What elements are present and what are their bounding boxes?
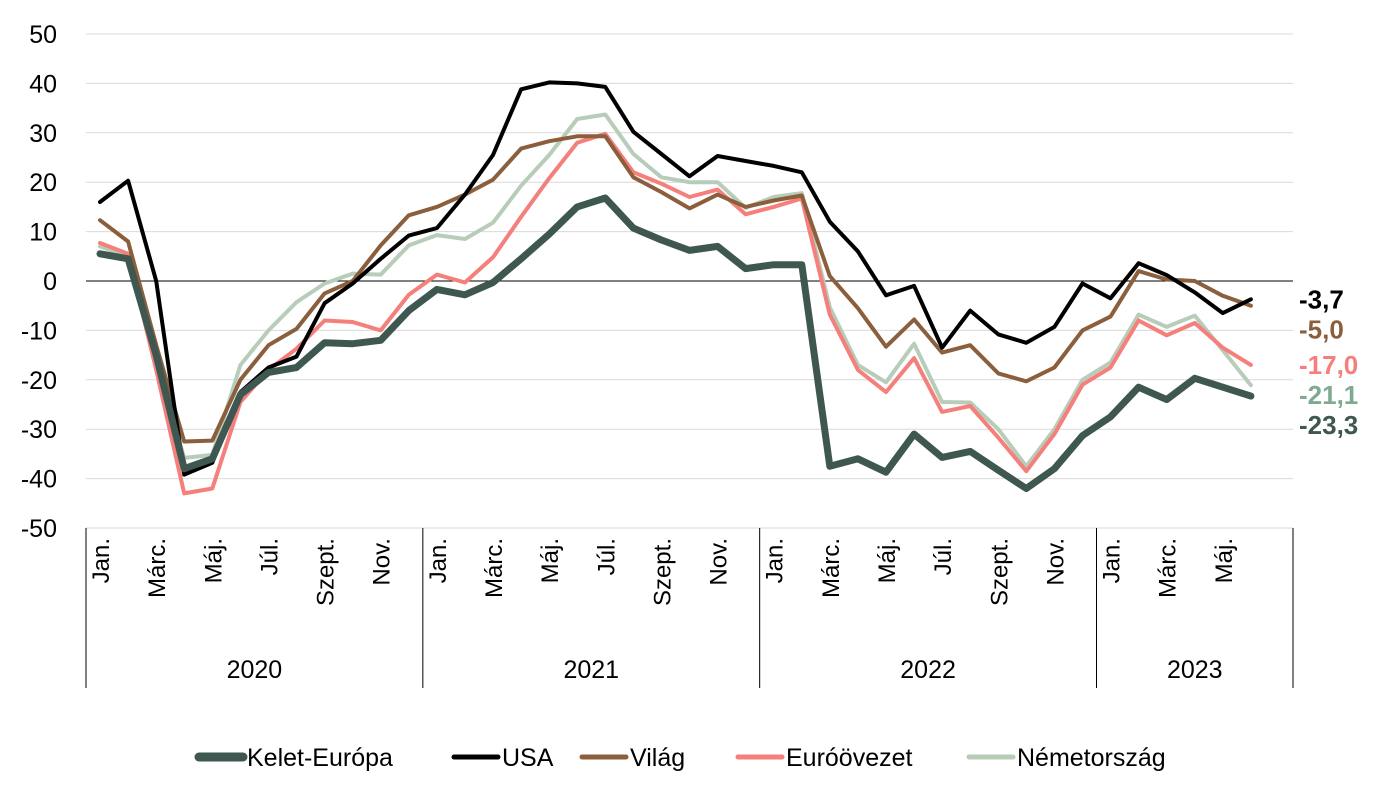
y-tick-label: 20 — [29, 169, 57, 197]
y-tick-label: 50 — [29, 21, 57, 49]
x-tick-label: Júl. — [593, 538, 620, 575]
legend-item: Németország — [966, 744, 1166, 772]
series-line-kelet-eur-pa — [96, 194, 1255, 492]
y-tick-label: 40 — [29, 70, 57, 98]
x-tick-label: Márc. — [481, 538, 508, 598]
legend: Kelet-Európa USA Világ Euróövezet Németorszá… — [194, 744, 1166, 772]
y-tick-label: 10 — [29, 219, 57, 247]
gridlines — [86, 33, 1293, 529]
x-tick-label: Jan. — [425, 538, 452, 583]
x-tick-label: Jan. — [88, 538, 115, 583]
x-tick-label: Júl. — [256, 538, 283, 575]
x-tick-label: Márc. — [818, 538, 845, 598]
y-tick-label: -30 — [21, 416, 57, 444]
end-label: -17,0 — [1299, 350, 1358, 380]
legend-label: Kelet-Európa — [247, 744, 393, 772]
x-tick-label: Szept. — [313, 538, 340, 606]
y-tick-label: -40 — [21, 466, 57, 494]
legend-item: Világ — [579, 744, 685, 772]
x-tick-label: Nov. — [369, 538, 396, 586]
end-label: -21,1 — [1299, 380, 1358, 410]
legend-item: Euróövezet — [735, 744, 913, 772]
legend-label: Világ — [630, 744, 685, 772]
y-axis: 50 40 30 20 10 0 -10 -20 -30 -40 -50 — [21, 21, 57, 543]
x-tick-label: Nov. — [1042, 538, 1069, 586]
series-line-vil-g — [98, 134, 1253, 444]
series-line-n-metorsz-g — [98, 112, 1253, 469]
x-tick-label: Szept. — [986, 538, 1013, 606]
legend-label: USA — [502, 744, 554, 772]
y-tick-label: -50 — [21, 515, 57, 543]
year-label: 2020 — [227, 656, 283, 684]
y-tick-label: -20 — [21, 367, 57, 395]
x-tick-label: Júl. — [930, 538, 957, 575]
year-label: 2021 — [563, 656, 619, 684]
y-tick-label: 0 — [43, 268, 57, 296]
series-line-usa — [98, 80, 1253, 477]
x-tick-label: Máj. — [200, 538, 227, 583]
legend-label: Euróövezet — [786, 744, 913, 772]
series-lines — [96, 80, 1255, 496]
x-axis: Jan. Márc. Máj. Júl. Szept. Nov. Jan. Márc. Máj.… — [85, 528, 1294, 688]
end-labels: -3,7-5,0 -17,0-21,1-23,3 — [1299, 284, 1358, 440]
x-tick-label: Máj. — [537, 538, 564, 583]
x-tick-label: Máj. — [874, 538, 901, 583]
x-tick-label: Jan. — [762, 538, 789, 583]
x-tick-label: Márc. — [1155, 538, 1182, 598]
legend-label: Németország — [1017, 744, 1166, 772]
y-tick-label: -10 — [21, 317, 57, 345]
end-label: -3,7 — [1299, 284, 1344, 314]
legend-item: Kelet-Európa — [194, 744, 393, 772]
x-tick-label: Nov. — [706, 538, 733, 586]
series-line-eur-vezet — [98, 131, 1253, 496]
x-tick-label: Szept. — [649, 538, 676, 606]
x-tick-label: Máj. — [1211, 538, 1238, 583]
year-label: 2023 — [1167, 656, 1223, 684]
y-tick-label: 30 — [29, 120, 57, 148]
end-label: -5,0 — [1299, 314, 1344, 344]
year-label: 2022 — [900, 656, 956, 684]
end-label: -23,3 — [1299, 410, 1358, 440]
legend-item: USA — [451, 744, 554, 772]
x-tick-label: Márc. — [144, 538, 171, 598]
x-tick-label: Jan. — [1099, 538, 1126, 583]
